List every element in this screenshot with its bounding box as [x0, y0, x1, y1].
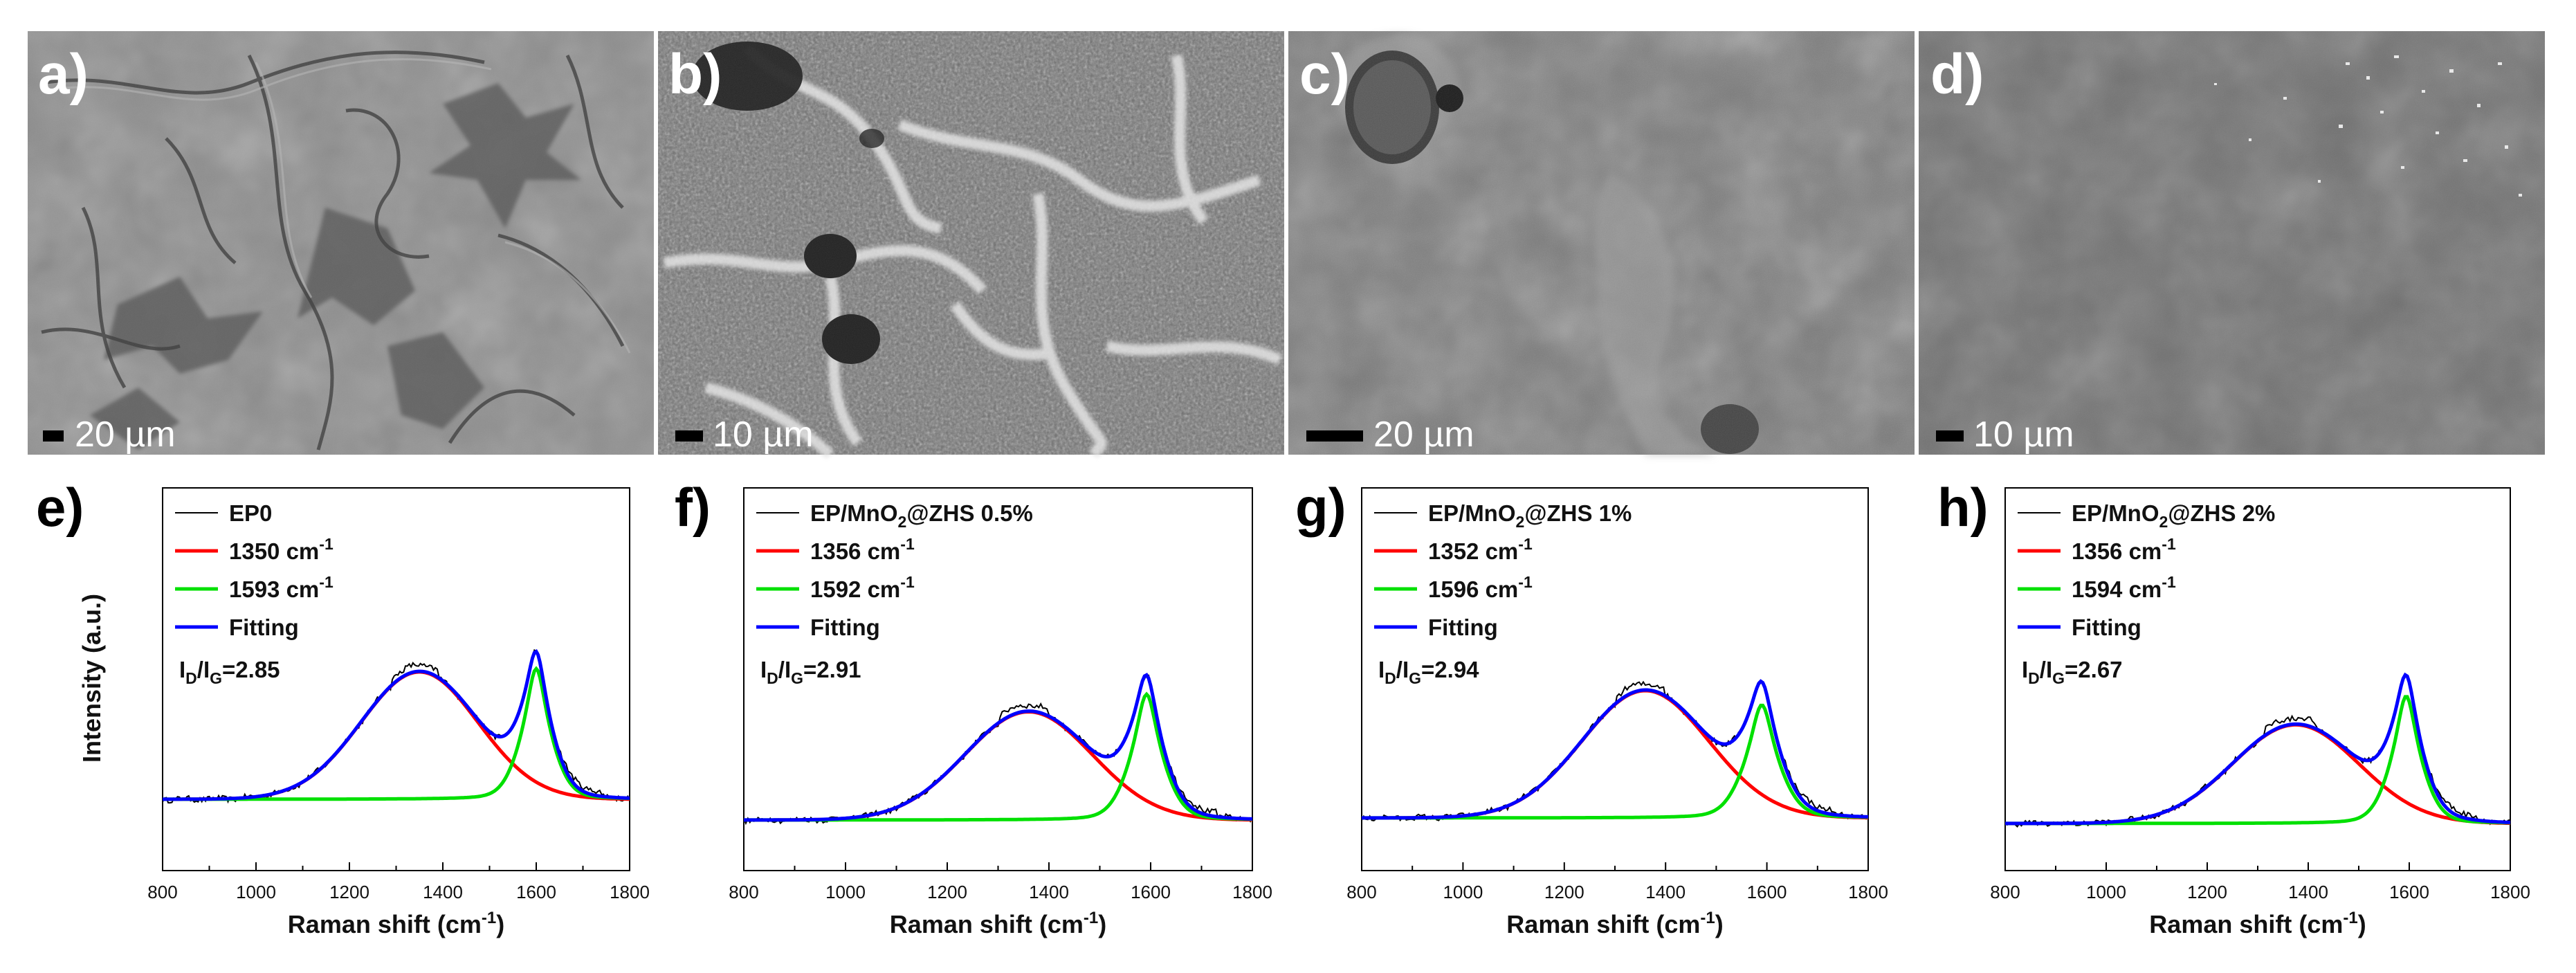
- legend-entry: 1596 cm-1: [1428, 573, 1533, 602]
- x-axis-label: Raman shift (cm-1): [1506, 909, 1723, 938]
- sem-panel-c: c) 20 µm: [1288, 31, 1915, 455]
- legend-entry: EP0: [229, 500, 272, 526]
- raw-spectrum-line: [2004, 674, 2511, 828]
- raman-charts: 800 1000 1200 1400 1600 1800 Raman shift (cm-1…: [36, 477, 2530, 938]
- legend-entry: 1352 cm-1: [1428, 535, 1533, 564]
- fitting-line: [1362, 679, 1869, 820]
- x-axis-label: Raman shift (cm-1): [288, 909, 504, 938]
- sem-d-scale-bar: [1936, 430, 1964, 442]
- sem-panel-a: a) 20 µm: [28, 31, 654, 455]
- raw-spectrum-line: [743, 674, 1253, 826]
- x-tick-label: 1200: [329, 882, 369, 902]
- panel-letter: h): [1937, 477, 1989, 538]
- legend-entry: EP/MnO2@ZHS 2%: [2072, 500, 2275, 531]
- sem-panel-d: d) 10 µm: [1919, 31, 2545, 455]
- x-tick-label: 1400: [1645, 882, 1686, 902]
- legend-entry: 1356 cm-1: [2072, 535, 2176, 564]
- id-ig-ratio: ID/IG=2.91: [760, 657, 861, 687]
- sem-b-scale-label: 10 µm: [713, 415, 814, 455]
- legend-entry: Fitting: [2072, 615, 2141, 640]
- x-tick-label: 1800: [1232, 882, 1272, 902]
- sem-d-scale-label: 10 µm: [1973, 415, 2074, 455]
- panel-letter: f): [675, 477, 711, 538]
- x-tick-label: 1400: [1029, 882, 1069, 902]
- legend-entry: 1594 cm-1: [2072, 573, 2176, 602]
- sem-a-letter: a): [38, 43, 89, 106]
- legend-entry: EP/MnO2@ZHS 0.5%: [810, 500, 1033, 531]
- x-tick-label: 1000: [236, 882, 276, 902]
- x-tick-label: 1200: [2187, 882, 2227, 902]
- x-tick-label: 1600: [1131, 882, 1171, 902]
- y-axis-label: Intensity (a.u.): [77, 594, 106, 763]
- id-ig-ratio: ID/IG=2.94: [1378, 657, 1479, 687]
- panel-letter: e): [36, 477, 84, 538]
- g-band-line: [744, 691, 1252, 822]
- x-tick-label: 1600: [516, 882, 556, 902]
- sem-d-particles: [2214, 55, 2522, 197]
- g-band-line: [2005, 695, 2510, 826]
- x-tick-label: 1000: [1443, 882, 1483, 902]
- d-band-line: [1362, 689, 1868, 820]
- legend-entry: Fitting: [810, 615, 880, 640]
- x-tick-label: 800: [1346, 882, 1376, 902]
- panel-letter: g): [1295, 477, 1346, 538]
- sem-a-scale-label: 20 µm: [75, 415, 176, 455]
- x-tick-label: 1600: [1747, 882, 1787, 902]
- sem-c-letter: c): [1299, 43, 1350, 106]
- legend-entry: 1350 cm-1: [229, 535, 334, 564]
- fitting-line: [163, 648, 630, 801]
- legend-entry: Fitting: [1428, 615, 1498, 640]
- x-axis-label: Raman shift (cm-1): [2149, 909, 2366, 938]
- raman-chart-h: 800 1000 1200 1400 1600 1800 Raman shift (cm-1…: [1937, 477, 2530, 938]
- sem-panel-b: b) 10 µm: [658, 31, 1284, 459]
- x-tick-label: 1800: [1848, 882, 1888, 902]
- x-tick-label: 800: [729, 882, 758, 902]
- sem-b-scale-bar: [675, 430, 703, 442]
- x-tick-label: 1200: [1544, 882, 1584, 902]
- x-tick-label: 1800: [610, 882, 650, 902]
- g-band-line: [1362, 703, 1869, 820]
- sem-a-scale-bar: [43, 430, 64, 442]
- d-band-line: [744, 710, 1253, 822]
- x-tick-label: 1400: [423, 882, 463, 902]
- legend-entry: 1356 cm-1: [810, 535, 915, 564]
- legend-entry: 1593 cm-1: [229, 573, 334, 602]
- raman-chart-g: 800 1000 1200 1400 1600 1800 Raman shift (cm-1…: [1295, 477, 1888, 938]
- x-tick-label: 1800: [2490, 882, 2530, 902]
- raman-chart-e: 800 1000 1200 1400 1600 1800 Raman shift (cm-1…: [36, 477, 650, 938]
- legend-entry: EP/MnO2@ZHS 1%: [1428, 500, 1632, 531]
- x-tick-label: 800: [1990, 882, 2020, 902]
- sem-c-scale-label: 20 µm: [1373, 415, 1474, 455]
- legend-entry: Fitting: [229, 615, 299, 640]
- sem-c-scale-bar: [1306, 430, 1363, 442]
- g-band-line: [163, 666, 630, 801]
- d-band-line: [163, 670, 630, 801]
- x-tick-label: 1000: [825, 882, 866, 902]
- id-ig-ratio: ID/IG=2.67: [2022, 657, 2123, 687]
- fitting-line: [2005, 672, 2511, 826]
- id-ig-ratio: ID/IG=2.85: [179, 657, 280, 687]
- x-tick-label: 1400: [2288, 882, 2328, 902]
- x-tick-label: 1600: [2389, 882, 2429, 902]
- x-tick-label: 1200: [927, 882, 967, 902]
- sem-d-letter: d): [1930, 43, 1984, 106]
- sem-b-letter: b): [668, 43, 722, 106]
- raman-chart-f: 800 1000 1200 1400 1600 1800 Raman shift (cm-1…: [675, 477, 1272, 938]
- legend-entry: 1592 cm-1: [810, 573, 915, 602]
- x-tick-label: 1000: [2086, 882, 2126, 902]
- fitting-line: [744, 673, 1253, 822]
- x-axis-label: Raman shift (cm-1): [890, 909, 1106, 938]
- x-tick-label: 800: [147, 882, 177, 902]
